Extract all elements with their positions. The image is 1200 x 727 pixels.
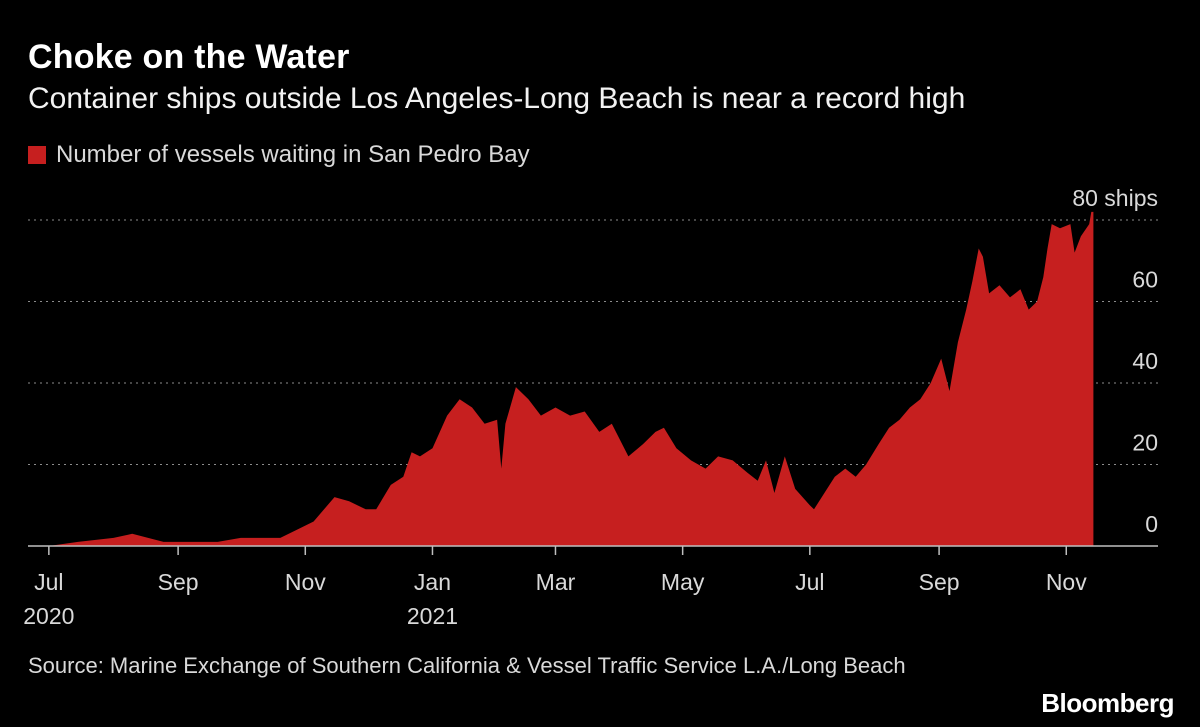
legend-label: Number of vessels waiting in San Pedro B… [56, 141, 530, 168]
x-tick-label: Jul [795, 569, 824, 595]
legend: Number of vessels waiting in San Pedro B… [28, 141, 530, 169]
y-tick-label: 0 [1145, 511, 1158, 537]
x-tick-label: Nov [1046, 569, 1087, 595]
x-tick-year-label: 2021 [407, 603, 458, 629]
x-tick-label: Sep [919, 569, 960, 595]
y-tick-label: 40 [1132, 348, 1158, 374]
x-tick-label: Sep [158, 569, 199, 595]
y-tick-label: 80 ships [1072, 185, 1158, 211]
series-area [48, 211, 1094, 546]
x-tick-label: Jul [34, 569, 63, 595]
x-tick-label: May [661, 569, 705, 595]
source-note: Source: Marine Exchange of Southern Cali… [28, 653, 906, 678]
y-tick-label: 20 [1132, 430, 1158, 456]
chart-title: Choke on the Water [28, 38, 350, 76]
x-tick-label: Nov [285, 569, 326, 595]
bloomberg-logo: Bloomberg [1041, 688, 1174, 718]
x-tick-label: Jan [414, 569, 451, 595]
legend-swatch [28, 146, 46, 164]
y-tick-label: 60 [1132, 267, 1158, 293]
x-tick-year-label: 2020 [23, 603, 74, 629]
chart-subtitle: Container ships outside Los Angeles-Long… [28, 82, 966, 115]
x-tick-label: Mar [536, 569, 576, 595]
area-chart: 0 20 40 60 80 ships Jul 2020 Sep Nov Jan 2021 Mar Ma… [23, 185, 1158, 629]
